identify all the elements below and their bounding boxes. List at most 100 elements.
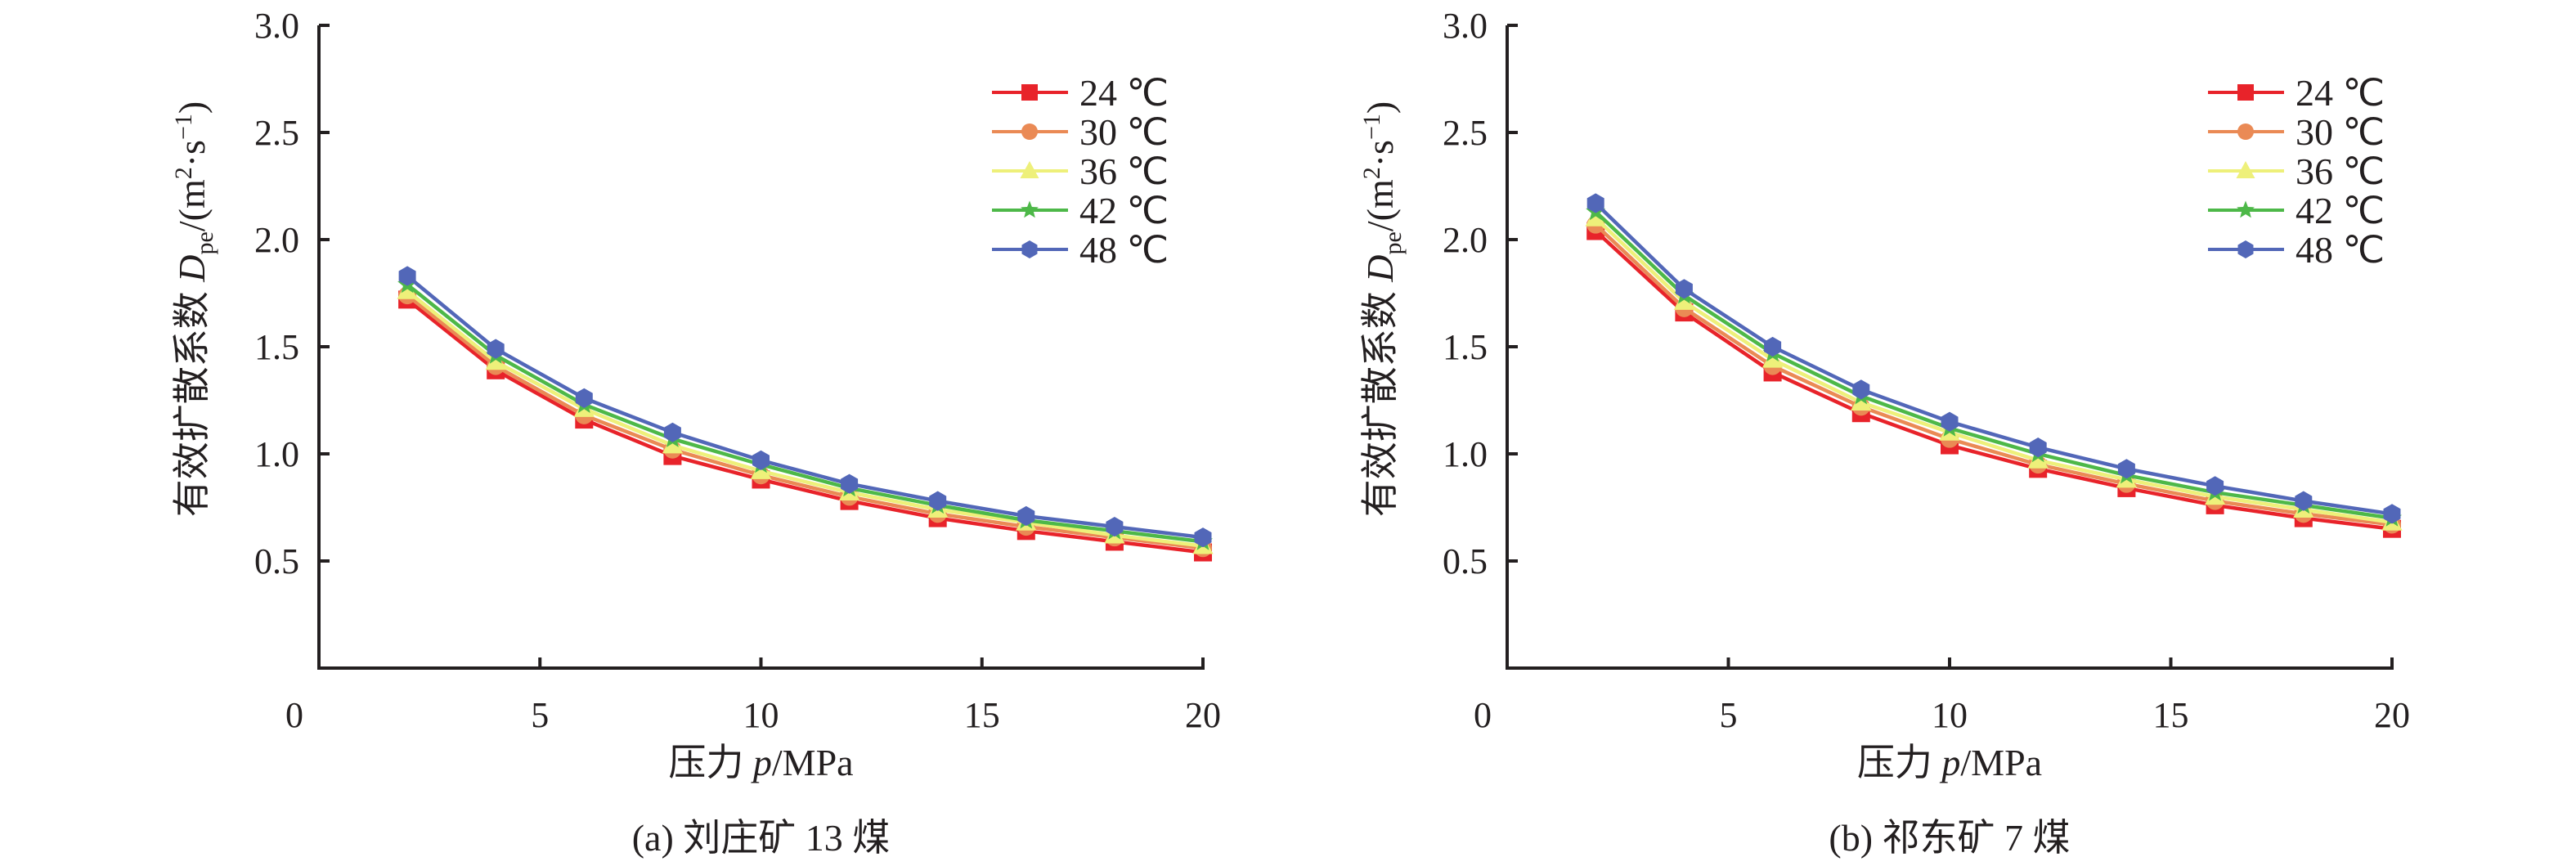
legend-item: 48 ℃: [2208, 229, 2385, 271]
legend: 24 ℃30 ℃36 ℃42 ℃48 ℃: [992, 72, 1169, 271]
y-tick-label: 2.5: [254, 113, 299, 153]
legend-item: 24 ℃: [2208, 72, 2385, 114]
data-point: [2295, 491, 2313, 511]
y-tick-label: 2.5: [1443, 113, 1488, 153]
data-point: [1761, 348, 1784, 368]
data-point: [487, 339, 505, 359]
legend-label: 36 ℃: [1079, 150, 1169, 192]
data-point: [1017, 505, 1035, 527]
legend-marker-circle-icon: [1021, 123, 1038, 140]
legend-item: 36 ℃: [2208, 150, 2385, 192]
data-point: [1106, 517, 1124, 537]
x-tick-label: 5: [531, 695, 549, 735]
legend-marker-hexagon-icon: [2237, 240, 2254, 258]
legend-marker-square-icon: [1021, 84, 1038, 101]
legend-label: 30 ℃: [1079, 111, 1169, 153]
series-line: [406, 294, 1204, 550]
legend-marker-triangle-icon: [2236, 161, 2255, 178]
y-tick-label: 0.5: [1443, 541, 1488, 581]
chart-panel-b: 0.5 1.0 1.5 2.0 2.5 3.0 0 5 10 15 20 压力 p/MPa (b) 祁东…: [1358, 6, 2410, 859]
series-30C: [1586, 215, 2401, 534]
legend-label: 48 ℃: [1079, 229, 1169, 271]
legend: 24 ℃30 ℃36 ℃42 ℃48 ℃: [2208, 72, 2385, 271]
data-point: [662, 434, 684, 454]
legend-label: 42 ℃: [2296, 190, 2385, 231]
panel-subtitle: (b) 祁东矿 7 煤: [1829, 817, 2070, 859]
legend-marker-hexagon-icon: [1021, 240, 1038, 258]
legend-marker-star-icon: [1021, 200, 1039, 218]
y-tick-label: 1.5: [254, 327, 299, 367]
x-axis-title: 压力 p/MPa: [668, 742, 853, 783]
series-line: [1594, 223, 2393, 527]
y-tick-label: 3.0: [1443, 6, 1488, 46]
legend-label: 24 ℃: [2296, 72, 2385, 114]
data-point: [1673, 290, 1695, 310]
series-line: [1594, 217, 2393, 525]
panel-subtitle: (a) 刘庄矿 13 煤: [632, 817, 891, 859]
legend-marker-triangle-icon: [1020, 161, 1039, 178]
y-tick-label: 3.0: [254, 6, 299, 46]
series-line: [406, 298, 1204, 554]
series-24C: [398, 290, 1212, 562]
legend-item: 42 ℃: [992, 190, 1169, 231]
data-point: [1675, 279, 1693, 299]
legend-item: 42 ℃: [2208, 190, 2385, 231]
y-tick-label: 1.0: [1443, 434, 1488, 474]
data-point: [929, 491, 947, 511]
data-point: [398, 266, 416, 286]
series-36C: [397, 280, 1214, 554]
chart-panel-a: 0.5 1.0 1.5 2.0 2.5 3.0 0 5 10 15 20 压力 p/MPa (a) 刘庄…: [170, 6, 1221, 859]
data-point: [2383, 504, 2401, 524]
data-point: [841, 473, 859, 494]
x-tick-label: 10: [1932, 695, 1968, 735]
legend-item: 36 ℃: [992, 150, 1169, 192]
x-tick-label: 0: [285, 695, 303, 735]
legend-item: 30 ℃: [992, 111, 1169, 153]
data-point: [2027, 449, 2049, 469]
series-36C: [1585, 207, 2403, 531]
legend-item: 24 ℃: [992, 72, 1169, 114]
legend-label: 36 ℃: [2296, 150, 2385, 192]
data-point: [2117, 459, 2135, 479]
data-point: [397, 280, 418, 299]
data-point: [1586, 193, 1604, 213]
y-tick-label: 0.5: [254, 541, 299, 581]
x-tick-label: 20: [1185, 695, 1221, 735]
data-point: [1194, 527, 1212, 548]
x-tick-label: 10: [743, 695, 779, 735]
legend-label: 48 ℃: [2296, 229, 2385, 271]
x-tick-label: 15: [2153, 695, 2189, 735]
legend-marker-circle-icon: [2237, 123, 2254, 140]
series-line: [406, 289, 1204, 548]
y-tick-label: 2.0: [254, 220, 299, 260]
y-axis-title: 有效扩散系数 Dpe/(m2·s−1): [1358, 101, 1407, 517]
series-line: [1594, 201, 2393, 516]
series-30C: [398, 286, 1212, 558]
x-tick-label: 15: [964, 695, 1000, 735]
legend-marker-star-icon: [2237, 200, 2255, 218]
y-tick-label: 1.5: [1443, 327, 1488, 367]
y-axis-title: 有效扩散系数 Dpe/(m2·s−1): [170, 101, 218, 517]
data-point: [1941, 411, 1959, 432]
legend-marker-square-icon: [2237, 84, 2254, 101]
data-point: [575, 388, 593, 408]
series-line: [1594, 210, 2393, 520]
series-42C: [397, 274, 1213, 550]
x-tick-label: 5: [1720, 695, 1738, 735]
data-point: [663, 422, 681, 442]
data-point: [2206, 476, 2224, 496]
series-48C: [1586, 193, 2401, 524]
data-point: [1851, 391, 1872, 411]
legend-item: 30 ℃: [2208, 111, 2385, 153]
data-point: [1764, 336, 1782, 357]
x-tick-label: 0: [1474, 695, 1492, 735]
y-tick-label: 2.0: [1443, 220, 1488, 260]
series-48C: [398, 266, 1212, 548]
series-line: [406, 283, 1204, 544]
series-24C: [1586, 222, 2401, 538]
data-point: [1852, 379, 1870, 400]
legend-label: 30 ℃: [2296, 111, 2385, 153]
data-point: [1585, 207, 1606, 227]
legend-label: 42 ℃: [1079, 190, 1169, 231]
